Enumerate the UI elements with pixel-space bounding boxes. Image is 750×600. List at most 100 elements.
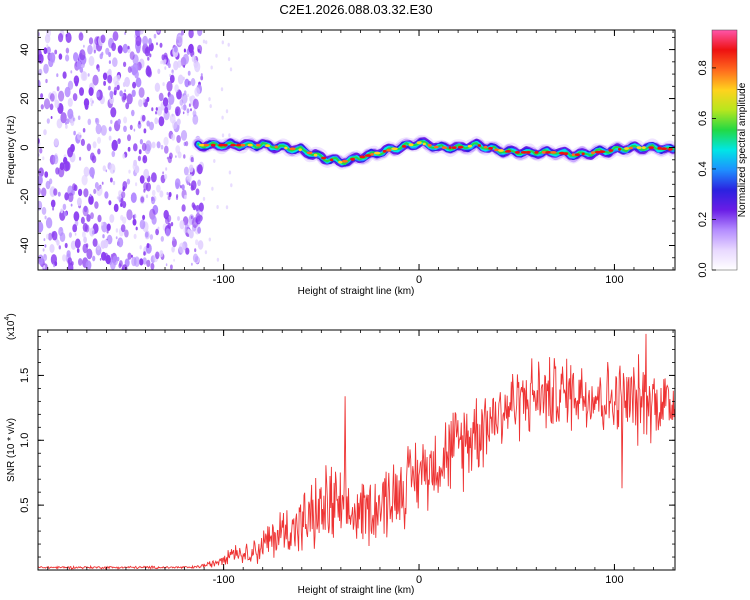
colorbar-ticks: 0.0 0.2 0.4 0.6 0.8 <box>697 60 716 278</box>
noise-blob <box>112 57 118 68</box>
noise-blob <box>160 60 163 65</box>
noise-blob <box>176 39 179 44</box>
noise-blob <box>164 173 168 180</box>
noise-blob <box>107 74 113 84</box>
spectrogram-peak <box>448 146 452 150</box>
noise-blob <box>73 130 76 136</box>
noise-blob <box>165 263 168 267</box>
noise-blob <box>72 93 78 102</box>
noise-blob <box>38 200 43 211</box>
noise-blob <box>200 73 203 77</box>
snr-multiplier-exponent: 4 <box>4 317 11 321</box>
spectrogram-peak <box>255 143 261 147</box>
y-tick-label: -40 <box>19 238 31 254</box>
colorbar-label: Normalized spectral amplitude <box>737 82 748 217</box>
noise-blob <box>54 99 60 109</box>
noise-blob <box>56 73 59 78</box>
noise-blob <box>133 159 138 167</box>
noise-blob <box>38 221 44 233</box>
noise-blob <box>49 103 54 111</box>
noise-blob <box>189 183 191 186</box>
noise-blob <box>188 30 194 39</box>
noise-blob <box>139 258 144 266</box>
noise-blob <box>127 66 132 73</box>
noise-blob <box>104 191 109 199</box>
noise-blob <box>145 231 149 238</box>
noise-blob <box>151 189 156 197</box>
noise-blob <box>164 145 169 154</box>
spectrogram-peak <box>284 146 288 150</box>
spectrogram-signal-layer <box>191 134 675 170</box>
noise-blob <box>159 190 164 198</box>
noise-blob <box>197 240 204 250</box>
noise-blob <box>220 87 224 92</box>
y-tick-label: 1.5 <box>19 368 31 383</box>
noise-blob <box>197 44 203 54</box>
noise-blob <box>211 186 214 191</box>
noise-blob <box>80 216 85 224</box>
noise-blob <box>86 248 93 260</box>
noise-blob <box>182 53 189 65</box>
noise-blob <box>151 196 156 205</box>
noise-blob <box>183 166 189 176</box>
spectrogram-peak <box>571 153 575 157</box>
noise-blob <box>106 223 111 231</box>
noise-blob <box>80 138 85 146</box>
noise-blob <box>151 172 157 183</box>
noise-blob <box>109 214 115 223</box>
noise-blob <box>101 221 104 226</box>
noise-blob <box>146 120 150 127</box>
noise-blob <box>78 32 84 41</box>
noise-blob <box>56 118 63 129</box>
noise-blob <box>72 183 77 191</box>
noise-blob <box>93 188 97 194</box>
noise-blob <box>176 135 181 143</box>
noise-blob <box>41 187 47 197</box>
noise-blob <box>135 77 142 88</box>
noise-blob <box>76 60 82 70</box>
noise-blob <box>64 242 68 249</box>
noise-blob <box>163 136 169 146</box>
y-tick-label: 0 <box>19 144 31 150</box>
noise-blob <box>43 238 46 242</box>
spectrogram-peak <box>648 146 654 150</box>
noise-blob <box>38 187 41 196</box>
noise-blob <box>58 166 65 178</box>
noise-blob <box>88 195 94 205</box>
noise-blob <box>89 193 92 197</box>
noise-blob <box>99 258 102 261</box>
noise-blob <box>112 180 116 186</box>
noise-blob <box>141 114 146 122</box>
noise-blob <box>76 248 80 253</box>
spectrogram-x-label: Height of straight line (km) <box>298 286 415 297</box>
snr-panel: -100 0 100 0.5 1.0 1.5 Height of straight li… <box>4 313 676 596</box>
noise-blob <box>176 118 181 126</box>
snr-series-line <box>38 333 675 570</box>
noise-blob <box>50 199 56 208</box>
noise-blob <box>162 171 164 175</box>
noise-blob <box>127 146 131 152</box>
noise-blob <box>192 98 199 110</box>
noise-blob <box>94 201 99 209</box>
noise-blob <box>127 252 132 260</box>
noise-blob <box>138 99 143 108</box>
spectrogram-peak <box>401 145 407 148</box>
snr-y-axis: 0.5 1.0 1.5 <box>19 336 675 571</box>
noise-blob <box>149 234 154 240</box>
noise-blob <box>139 219 146 230</box>
noise-blob <box>228 170 232 175</box>
noise-blob <box>188 43 194 54</box>
noise-blob <box>186 173 192 183</box>
noise-blob <box>121 264 128 270</box>
noise-blob <box>74 238 81 249</box>
noise-blob <box>90 102 93 107</box>
noise-blob <box>46 44 49 48</box>
noise-blob <box>138 120 141 125</box>
noise-blob <box>166 214 172 223</box>
noise-blob <box>154 82 161 93</box>
noise-blob <box>81 174 88 186</box>
noise-blob <box>73 211 80 222</box>
noise-blob <box>49 244 55 253</box>
noise-blob <box>72 117 76 122</box>
noise-blob <box>92 238 98 247</box>
